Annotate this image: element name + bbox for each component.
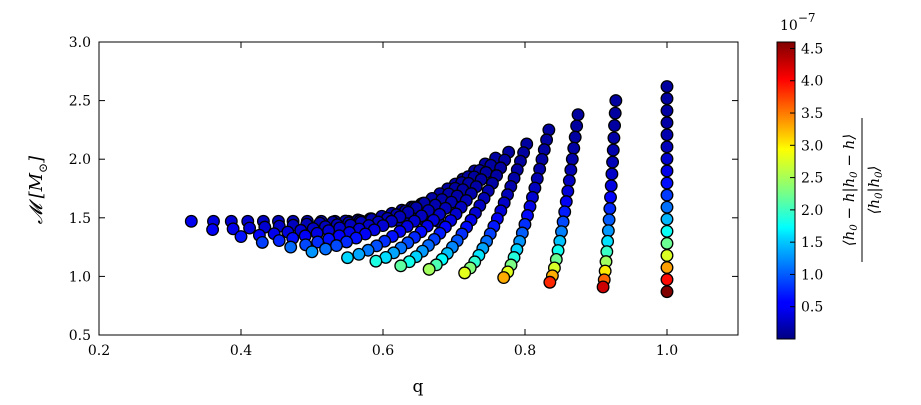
svg-text:𝓜 [M⊙]: 𝓜 [M⊙] (26, 155, 50, 224)
data-point (305, 245, 319, 259)
data-point (660, 212, 674, 226)
y-tick-label: 2.0 (69, 152, 91, 168)
data-point (352, 247, 366, 261)
colorbar-tick-label: 1.0 (801, 267, 823, 283)
data-point (601, 224, 615, 238)
data-point (184, 214, 198, 228)
data-point (660, 261, 674, 274)
x-tick-label: 0.6 (372, 343, 394, 359)
x-tick-label: 0.4 (230, 343, 252, 359)
svg-text:⟨h0|h0⟩: ⟨h0|h0⟩ (865, 166, 885, 215)
svg-text:⟨h0 − h|h0 − h⟩: ⟨h0 − h|h0 − h⟩ (840, 134, 860, 246)
data-point (660, 273, 674, 287)
data-point (562, 174, 576, 188)
x-axis: 0.2 0.4 0.6 0.8 1.0 (88, 42, 678, 359)
data-point (571, 108, 585, 122)
data-point (605, 167, 619, 181)
data-point (660, 285, 674, 299)
data-point (497, 271, 511, 285)
data-point (422, 262, 436, 276)
colorbar-tick-label: 2.5 (801, 171, 823, 187)
data-point (394, 259, 408, 273)
colorbar-tick-label: 2.0 (801, 203, 823, 219)
data-point (369, 254, 383, 268)
colorbar-gradient (776, 41, 796, 340)
data-point (341, 251, 354, 265)
data-points (184, 80, 674, 299)
data-point (660, 140, 674, 154)
data-point (660, 176, 674, 190)
y-tick-label: 0.5 (69, 328, 91, 344)
data-point (609, 94, 623, 108)
colorbar-tick-label: 1.5 (801, 235, 823, 251)
colorbar-tick-label: 4.5 (801, 41, 823, 57)
data-point (206, 223, 220, 236)
data-point (596, 280, 610, 294)
data-point (660, 224, 674, 238)
data-point (226, 222, 240, 236)
data-point (660, 104, 674, 118)
colorbar-exponent: 10−7 (780, 11, 816, 34)
data-point (543, 275, 557, 289)
y-axis: 0.5 1.0 1.5 2.0 2.5 3.0 (69, 35, 738, 344)
y-tick-label: 2.5 (69, 94, 91, 110)
data-point (660, 236, 674, 250)
y-tick-label: 1.5 (69, 211, 91, 227)
y-tick-label: 1.0 (69, 269, 91, 285)
y-tick-label: 3.0 (69, 35, 91, 51)
data-point (608, 119, 622, 133)
colorbar-tick-label: 3.0 (801, 138, 823, 154)
data-point (660, 188, 674, 202)
data-point (567, 141, 581, 155)
plot-frame (98, 41, 739, 336)
data-point (255, 235, 269, 249)
data-point (284, 240, 298, 254)
data-point (458, 266, 472, 280)
data-point (660, 200, 674, 214)
colorbar-ticks: 0.5 1.0 1.5 2.0 2.5 3.0 3.5 4.0 4.5 (790, 41, 823, 316)
data-point (660, 80, 674, 93)
colorbar-label: ⟨h0 − h|h0 − h⟩ ⟨h0|h0⟩ (840, 118, 885, 262)
data-point (568, 130, 582, 144)
data-point (272, 234, 286, 248)
x-tick-label: 0.2 (88, 343, 110, 359)
data-point (660, 92, 674, 106)
data-point (234, 230, 248, 244)
data-point (660, 116, 674, 130)
data-point (604, 179, 618, 193)
data-point (660, 128, 674, 142)
x-tick-label: 0.8 (514, 343, 536, 359)
data-point (604, 190, 617, 204)
colorbar-tick-label: 3.5 (801, 106, 823, 122)
colorbar-tick-label: 0.5 (801, 300, 823, 316)
data-point (243, 221, 257, 235)
data-point (565, 152, 579, 166)
colorbar: 0.5 1.0 1.5 2.0 2.5 3.0 3.5 4.0 4.5 10−7 ⟨h0 − h… (776, 11, 885, 340)
data-point (660, 164, 674, 178)
data-point (660, 248, 674, 262)
data-point (602, 213, 616, 227)
y-axis-title: 𝓜 [M⊙] (26, 155, 50, 224)
x-axis-title: q (413, 377, 424, 397)
colorbar-tick-label: 4.0 (801, 74, 823, 90)
data-point (603, 202, 617, 216)
data-point (607, 131, 621, 145)
data-point (570, 119, 584, 133)
data-point (564, 163, 578, 177)
data-point (561, 184, 575, 198)
data-point (319, 242, 333, 256)
data-point (608, 106, 622, 120)
data-point (606, 143, 620, 157)
data-point (311, 235, 325, 249)
data-point (660, 152, 674, 166)
data-point (606, 155, 620, 169)
data-point (330, 239, 343, 253)
x-tick-label: 1.0 (656, 343, 678, 359)
